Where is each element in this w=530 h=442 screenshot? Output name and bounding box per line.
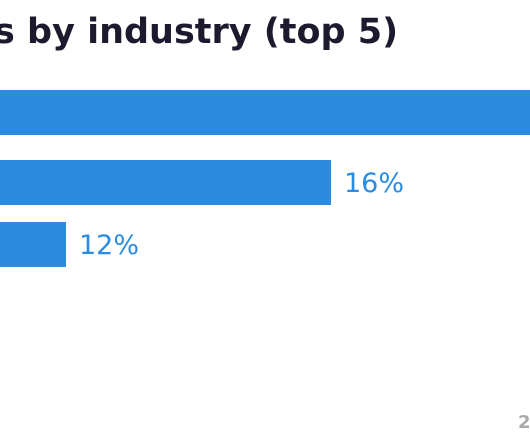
bar bbox=[0, 160, 331, 205]
bar bbox=[0, 90, 530, 135]
bar bbox=[0, 222, 66, 267]
footer: 2 bbox=[518, 412, 530, 433]
value-label: 16% bbox=[344, 168, 404, 199]
chart-title: s by industry (top 5) bbox=[0, 12, 398, 52]
value-label: 12% bbox=[79, 230, 139, 261]
